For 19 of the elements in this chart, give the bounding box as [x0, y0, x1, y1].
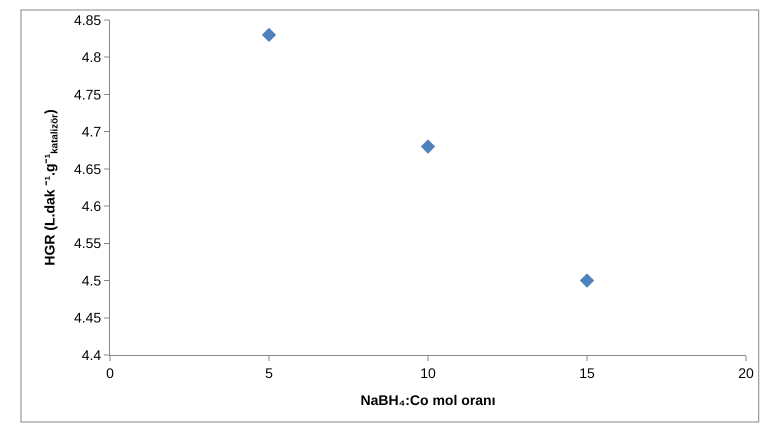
y-tick-label: 4.7: [82, 124, 102, 140]
x-tick-label: 20: [738, 364, 754, 381]
y-tick-label: 4.55: [74, 235, 102, 252]
point: [262, 28, 276, 42]
y-tick-label: 4.8: [82, 49, 102, 66]
x-tick-label: 15: [579, 364, 595, 381]
x-axis-title: NaBH₄:Co mol oranı: [360, 392, 496, 408]
y-tick-label: 4.65: [74, 160, 102, 177]
x-tick-label: 10: [420, 364, 436, 381]
point: [420, 139, 436, 154]
x-tick-label: 5: [265, 364, 274, 381]
point: [580, 273, 594, 288]
x-tick-label: 0: [106, 364, 114, 381]
y-tick-label: 4.4: [82, 346, 102, 363]
y-tick-label: 4.6: [82, 198, 102, 214]
y-tick-label: 4.45: [74, 310, 102, 326]
y-tick-label: 4.5: [82, 272, 102, 288]
y-tick-label: 4.85: [74, 12, 102, 28]
y-tick-label: 4.75: [74, 86, 102, 102]
